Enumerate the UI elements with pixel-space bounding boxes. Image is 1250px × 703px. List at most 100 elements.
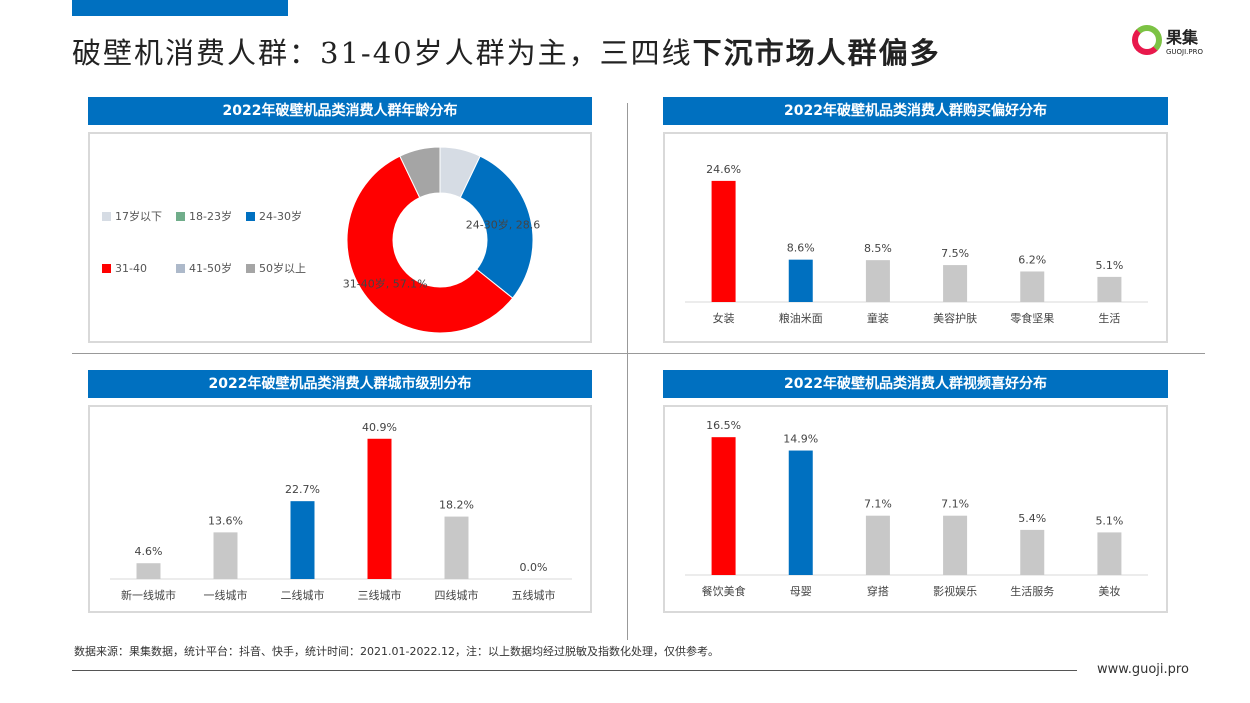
bar bbox=[788, 450, 813, 575]
category-label: 二线城市 bbox=[281, 588, 325, 602]
bar bbox=[290, 501, 315, 579]
data-label: 5.1% bbox=[1095, 514, 1123, 527]
category-label: 生活 bbox=[1098, 311, 1120, 325]
bar bbox=[136, 563, 161, 579]
data-label: 13.6% bbox=[208, 514, 243, 527]
legend-item: 50岁以上 bbox=[245, 260, 312, 276]
logo-text: 果集 bbox=[1166, 28, 1199, 47]
category-label: 三线城市 bbox=[358, 588, 402, 602]
legend-swatch bbox=[245, 211, 255, 221]
category-label: 影视娱乐 bbox=[933, 584, 977, 598]
top-accent-bar bbox=[72, 0, 288, 16]
data-label: 7.1% bbox=[864, 498, 892, 511]
data-label: 16.5% bbox=[706, 419, 741, 432]
bar bbox=[711, 437, 736, 575]
logo-subtext: GUOJI.PRO bbox=[1166, 48, 1204, 56]
data-label: 8.5% bbox=[864, 242, 892, 255]
data-label: 0.0% bbox=[520, 561, 548, 574]
category-label: 粮油米面 bbox=[779, 311, 823, 325]
data-label: 22.7% bbox=[285, 483, 320, 496]
category-label: 新一线城市 bbox=[121, 588, 176, 602]
chart-title: 2022年破壁机品类消费人群年龄分布 bbox=[88, 97, 592, 125]
legend-label: 24-30岁 bbox=[258, 210, 302, 223]
category-label: 女装 bbox=[713, 311, 735, 325]
vertical-divider bbox=[627, 103, 628, 640]
bar bbox=[943, 515, 968, 575]
category-label: 穿搭 bbox=[867, 584, 889, 598]
bar bbox=[788, 259, 813, 302]
legend-item: 17岁以下 bbox=[102, 208, 168, 224]
legend-label: 50岁以上 bbox=[258, 262, 306, 275]
chart-title: 2022年破壁机品类消费人群购买偏好分布 bbox=[663, 97, 1168, 125]
legend-label: 41-50岁 bbox=[189, 262, 232, 275]
bar-chart: 16.5% 餐饮美食 14.9% 母婴 7.1% 穿搭 7.1% 影视娱乐 5.4% 生活服务 5.… bbox=[685, 419, 1148, 598]
bar bbox=[1020, 529, 1045, 575]
category-label: 美容护肤 bbox=[933, 311, 977, 325]
data-label: 24.6% bbox=[706, 163, 741, 176]
panel-age: 2022年破壁机品类消费人群年龄分布 17岁以下 18-23岁 24-30岁 31-4… bbox=[88, 97, 592, 343]
bar bbox=[1097, 532, 1122, 575]
bar bbox=[865, 260, 890, 302]
legend-swatch bbox=[176, 211, 185, 221]
title-plain: 破壁机消费人群：31-40岁人群为主，三四线 bbox=[72, 36, 693, 70]
legend-label: 31-40 bbox=[115, 261, 147, 275]
bar bbox=[943, 265, 968, 302]
donut-slice bbox=[399, 146, 441, 199]
bar bbox=[367, 438, 392, 579]
legend-item: 18-23岁 bbox=[176, 208, 238, 224]
donut-slice bbox=[346, 155, 514, 334]
website-link[interactable]: www.guoji.pro bbox=[1097, 662, 1189, 677]
chart-title: 2022年破壁机品类消费人群视频喜好分布 bbox=[663, 370, 1168, 398]
legend-item: 24-30岁 bbox=[245, 208, 312, 224]
legend-swatch bbox=[102, 211, 111, 221]
data-label: 40.9% bbox=[362, 421, 397, 434]
category-label: 零食坚果 bbox=[1010, 311, 1054, 325]
data-label: 31-40岁, 57.1% bbox=[343, 277, 428, 291]
legend-label: 18-23岁 bbox=[189, 210, 232, 223]
logo: 果集 GUOJI.PRO bbox=[1132, 24, 1203, 56]
legend-swatch bbox=[245, 263, 255, 273]
legend-item: 31-40 bbox=[102, 260, 168, 276]
logo-icon bbox=[1132, 25, 1162, 55]
legend-item: 41-50岁 bbox=[176, 260, 238, 276]
page-title: 破壁机消费人群：31-40岁人群为主，三四线下沉市场人群偏多 bbox=[72, 30, 941, 72]
data-label: 7.5% bbox=[941, 247, 969, 260]
legend-swatch bbox=[176, 263, 185, 273]
category-label: 四线城市 bbox=[435, 588, 479, 602]
category-label: 五线城市 bbox=[512, 588, 556, 602]
donut-chart: 24-30岁, 28.6% 31-40岁, 57.1% bbox=[343, 146, 540, 334]
data-label: 5.4% bbox=[1018, 512, 1046, 525]
data-label: 5.1% bbox=[1095, 259, 1123, 272]
legend-swatch bbox=[102, 263, 111, 273]
footer-line bbox=[72, 670, 1077, 671]
panel-shopping: 2022年破壁机品类消费人群购买偏好分布 24.6% 女装 8.6% 粮油米面 8.5%… bbox=[663, 97, 1168, 343]
data-label: 4.6% bbox=[135, 545, 163, 558]
data-label: 7.1% bbox=[941, 498, 969, 511]
bar bbox=[1020, 271, 1045, 302]
panel-video: 2022年破壁机品类消费人群视频喜好分布 16.5% 餐饮美食 14.9% 母婴 7.1… bbox=[663, 370, 1168, 613]
data-label: 14.9% bbox=[783, 433, 818, 446]
category-label: 美妆 bbox=[1098, 585, 1120, 598]
bar bbox=[213, 532, 238, 579]
chart-area: 17岁以下 18-23岁 24-30岁 31-40 41-50岁 50岁以上 24-30岁… bbox=[88, 132, 592, 343]
bar bbox=[1097, 276, 1122, 302]
data-label: 18.2% bbox=[439, 499, 474, 512]
legend-label: 17岁以下 bbox=[115, 210, 162, 223]
donut-slice bbox=[459, 155, 534, 299]
bar bbox=[865, 515, 890, 575]
category-label: 一线城市 bbox=[204, 588, 248, 602]
category-label: 童装 bbox=[867, 311, 889, 325]
bar bbox=[711, 180, 736, 302]
chart-legend: 17岁以下 18-23岁 24-30岁 31-40 41-50岁 50岁以上 bbox=[102, 208, 312, 276]
data-label: 8.6% bbox=[787, 242, 815, 255]
category-label: 餐饮美食 bbox=[702, 584, 746, 598]
data-label: 6.2% bbox=[1018, 253, 1046, 266]
chart-title: 2022年破壁机品类消费人群城市级别分布 bbox=[88, 370, 592, 398]
source-note: 数据来源：果集数据，统计平台：抖音、快手，统计时间：2021.01-2022.1… bbox=[74, 645, 719, 658]
bar-chart: 4.6% 新一线城市 13.6% 一线城市 22.7% 二线城市 40.9% 三线城市 18.2… bbox=[110, 421, 572, 602]
category-label: 生活服务 bbox=[1010, 584, 1054, 598]
bar-chart: 24.6% 女装 8.6% 粮油米面 8.5% 童装 7.5% 美容护肤 6.2% 零食坚果 5.1… bbox=[685, 163, 1148, 325]
data-label: 24-30岁, 28.6% bbox=[466, 217, 540, 231]
bar bbox=[444, 516, 469, 579]
title-bold: 下沉市场人群偏多 bbox=[692, 36, 941, 70]
